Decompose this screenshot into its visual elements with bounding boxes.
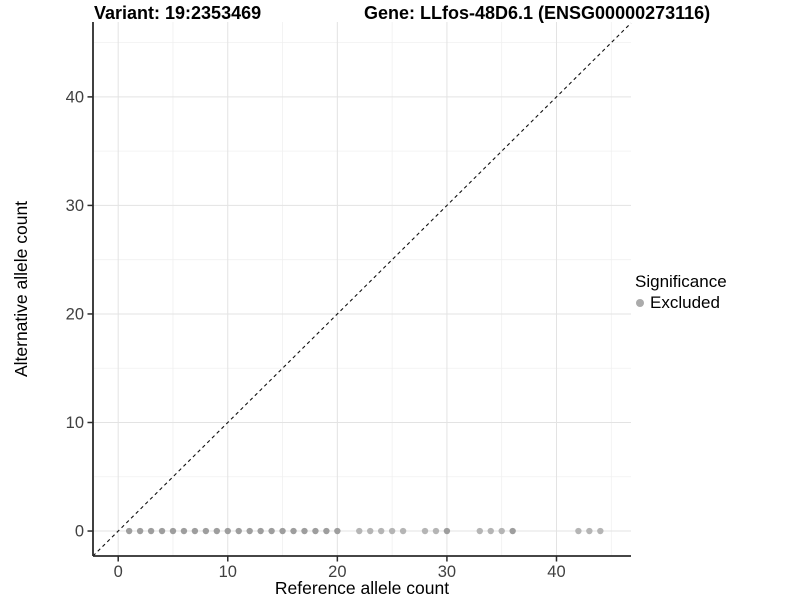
scatter-point [432, 527, 440, 535]
major-gridlines [93, 22, 631, 556]
legend-title: Significance [635, 272, 727, 291]
scatter-point [158, 527, 166, 535]
scatter-point [235, 527, 242, 535]
scatter-point [509, 527, 516, 535]
scatter-point [399, 527, 407, 535]
gene-title: Gene: LLfos-48D6.1 (ENSG00000273116) [364, 3, 711, 23]
scatter-point [290, 527, 297, 535]
variant-title: Variant: 19:2353469 [94, 3, 262, 23]
x-axis-title: Reference allele count [275, 578, 449, 598]
scatter-point [487, 527, 494, 535]
scatter-point [312, 527, 319, 535]
y-axis-title: Alternative allele count [11, 201, 31, 377]
scatter-point [498, 527, 505, 535]
y-tick-label: 10 [66, 414, 84, 432]
scatter-point [202, 527, 210, 535]
x-tick-label: 0 [114, 563, 123, 581]
scatter-point [377, 527, 385, 535]
y-tick-label: 0 [75, 523, 84, 541]
data-points [125, 527, 604, 535]
scatter-point [136, 527, 144, 535]
scatter-point [575, 527, 582, 535]
scatter-point [476, 527, 483, 535]
scatter-point [356, 527, 363, 535]
tick-labels: 0 10 20 30 40 0 10 20 30 40 [66, 88, 566, 581]
scatter-point [301, 527, 308, 535]
scatter-point [597, 527, 604, 535]
y-tick-label: 40 [66, 88, 84, 106]
scatter-point [323, 527, 330, 535]
y-tick-label: 20 [66, 305, 84, 323]
scatter-point [334, 527, 341, 535]
legend-item-excluded: Excluded [635, 293, 727, 312]
x-tick-label: 40 [547, 563, 565, 581]
scatter-point [147, 527, 155, 535]
scatter-point [421, 527, 429, 535]
identity-line [92, 22, 632, 557]
excluded-point-icon [636, 298, 644, 307]
x-tick-label: 30 [438, 563, 456, 581]
y-tick-label: 30 [66, 197, 84, 215]
scatter-point [125, 527, 133, 535]
scatter-point [279, 527, 286, 535]
scatter-point [191, 527, 199, 535]
legend-item-label: Excluded [650, 293, 720, 312]
x-tick-label: 20 [328, 563, 346, 581]
scatter-point [367, 527, 374, 535]
axis-lines [92, 22, 631, 557]
x-tick-label: 10 [219, 563, 237, 581]
identity-dashed-line [92, 22, 632, 557]
scatter-point [257, 527, 264, 535]
legend: Significance Excluded [635, 272, 727, 312]
scatter-point [213, 527, 221, 535]
axis-ticks [87, 96, 558, 562]
minor-gridlines [93, 22, 631, 556]
scatter-point [443, 527, 451, 535]
scatter-point [586, 527, 593, 535]
scatter-point [246, 527, 253, 535]
scatter-point [268, 527, 275, 535]
scatter-point [169, 527, 177, 535]
scatter-point [388, 527, 396, 535]
scatter-point [224, 527, 231, 535]
scatter-point [180, 527, 188, 535]
